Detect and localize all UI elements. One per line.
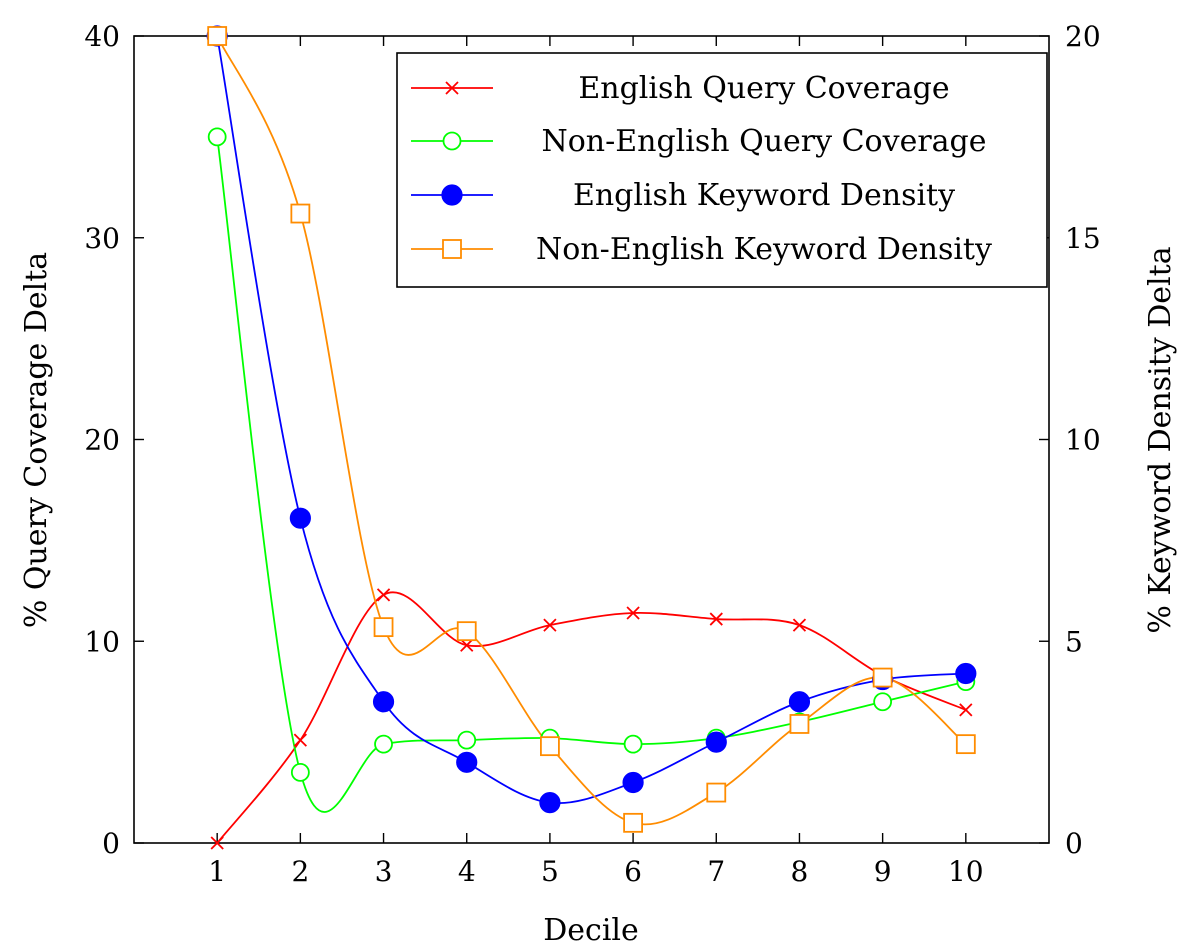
x-tick-label: 6: [624, 855, 642, 888]
x-tick-label: 10: [948, 855, 984, 888]
series-line-1: [216, 591, 967, 844]
data-point-series-4: [623, 812, 643, 833]
data-point-series-2: [873, 692, 893, 712]
legend-label: Non-English Keyword Density: [536, 232, 992, 267]
data-point-series-4: [290, 203, 311, 224]
data-point-series-4: [955, 734, 976, 755]
x-axis-title: Decile: [543, 913, 639, 948]
data-point-series-4: [373, 617, 394, 638]
y-axis-title-left: % Query Coverage Delta: [19, 252, 54, 628]
legend-marker: [441, 184, 463, 206]
y-tick-label-right: 15: [1065, 222, 1101, 255]
data-point-series-4: [540, 736, 560, 757]
data-point-series-4: [872, 667, 893, 688]
data-point-series-4: [207, 26, 228, 46]
data-point-series-1: [210, 836, 224, 850]
y-tick-label-right: 10: [1065, 424, 1101, 457]
data-point-series-3: [456, 751, 478, 773]
data-point-series-3: [622, 771, 644, 794]
legend-label: English Query Coverage: [578, 71, 949, 106]
data-point-series-4: [789, 714, 810, 734]
data-point-series-1: [376, 588, 391, 602]
y-tick-label-left: 0: [102, 827, 120, 860]
data-point-series-2: [207, 127, 227, 147]
data-point-series-3: [539, 792, 561, 814]
x-tick-label: 2: [291, 855, 309, 888]
data-point-series-2: [623, 734, 643, 754]
legend-box: [396, 52, 1048, 288]
y-tick-label-left: 30: [84, 222, 120, 255]
x-tick-label: 4: [458, 855, 476, 888]
x-tick-label: 9: [874, 855, 892, 888]
data-point-series-3: [372, 691, 395, 713]
data-point-series-2: [374, 734, 393, 754]
data-point-series-1: [460, 638, 474, 652]
data-point-series-1: [792, 618, 807, 632]
series-markers: [206, 25, 977, 850]
data-point-series-1: [626, 606, 640, 620]
y-tick-label-right: 0: [1065, 827, 1083, 860]
legend-marker: [442, 131, 462, 151]
x-tick-label: 3: [375, 855, 393, 888]
series-line-3: [216, 35, 966, 805]
legend-label: Non-English Query Coverage: [541, 124, 986, 159]
data-point-series-3: [705, 731, 727, 753]
legend-label: English Keyword Density: [573, 178, 955, 213]
data-point-series-3: [788, 691, 811, 713]
data-point-series-1: [709, 612, 723, 626]
data-point-series-3: [955, 662, 977, 685]
data-point-series-4: [456, 621, 477, 642]
series-line-4: [216, 35, 967, 826]
data-point-series-1: [293, 733, 308, 747]
legend: English Query Coverage Non-English Query …: [396, 52, 1048, 288]
data-point-series-1: [959, 703, 973, 717]
x-tick-label: 5: [541, 855, 559, 888]
y-tick-label-left: 20: [84, 424, 120, 457]
data-point-series-3: [289, 507, 311, 529]
data-point-series-4: [706, 782, 727, 803]
y-tick-label-right: 5: [1065, 625, 1083, 658]
y-axis-title-right: % Keyword Density Delta: [1143, 246, 1178, 633]
data-point-series-1: [543, 618, 557, 632]
y-tick-label-right: 20: [1065, 20, 1101, 53]
legend-marker: [442, 239, 462, 259]
y-tick-label-left: 40: [84, 20, 120, 53]
legend-marker: [445, 81, 459, 95]
y-tick-label-left: 10: [84, 625, 120, 658]
data-point-series-2: [290, 762, 310, 782]
x-tick-label: 8: [791, 855, 809, 888]
axis-ticks: 1 2 3 4 5 6 7 8 9 10 0 10 20 30 40 0 5 10 15 20: [84, 20, 1100, 888]
data-point-series-2: [457, 730, 477, 750]
x-tick-label: 1: [208, 855, 226, 888]
x-tick-label: 7: [707, 855, 725, 888]
